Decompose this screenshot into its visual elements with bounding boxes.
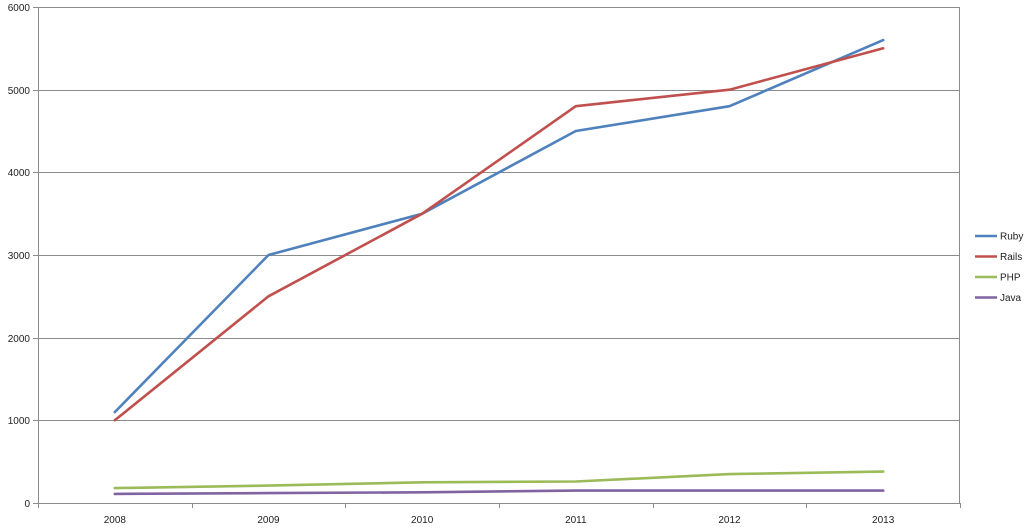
series-lines	[113, 38, 885, 496]
x-tick-label: 2012	[718, 515, 741, 526]
gridlines	[38, 7, 960, 421]
y-tick-label: 3000	[8, 251, 31, 262]
y-tick-label: 2000	[8, 334, 31, 345]
legend: Ruby Rails PHP Java	[975, 232, 1023, 304]
legend-label: Java	[1000, 293, 1022, 304]
x-tick-label: 2008	[104, 515, 127, 526]
series-line-rails	[113, 46, 885, 422]
series-line-php	[113, 470, 885, 490]
y-tick-label: 4000	[8, 168, 31, 179]
legend-label: PHP	[1000, 273, 1021, 284]
x-tick-label: 2013	[872, 515, 895, 526]
y-tick-labels: 0 1000 2000 3000 4000 5000 6000	[8, 3, 31, 510]
x-tick-label: 2010	[411, 515, 434, 526]
legend-label: Ruby	[1000, 232, 1023, 243]
series-line-ruby	[113, 38, 885, 414]
y-tick-label: 1000	[8, 416, 31, 427]
legend-label: Rails	[1000, 252, 1022, 263]
series-line-java	[113, 489, 885, 496]
y-tick-label: 0	[24, 499, 30, 510]
y-tick-label: 6000	[8, 3, 31, 14]
axes	[33, 7, 961, 508]
x-tick-label: 2011	[565, 515, 587, 526]
x-tick-label: 2009	[257, 515, 280, 526]
x-tick-labels: 2008 2009 2010 2011 2012 2013	[104, 515, 895, 526]
y-tick-label: 5000	[8, 86, 31, 97]
